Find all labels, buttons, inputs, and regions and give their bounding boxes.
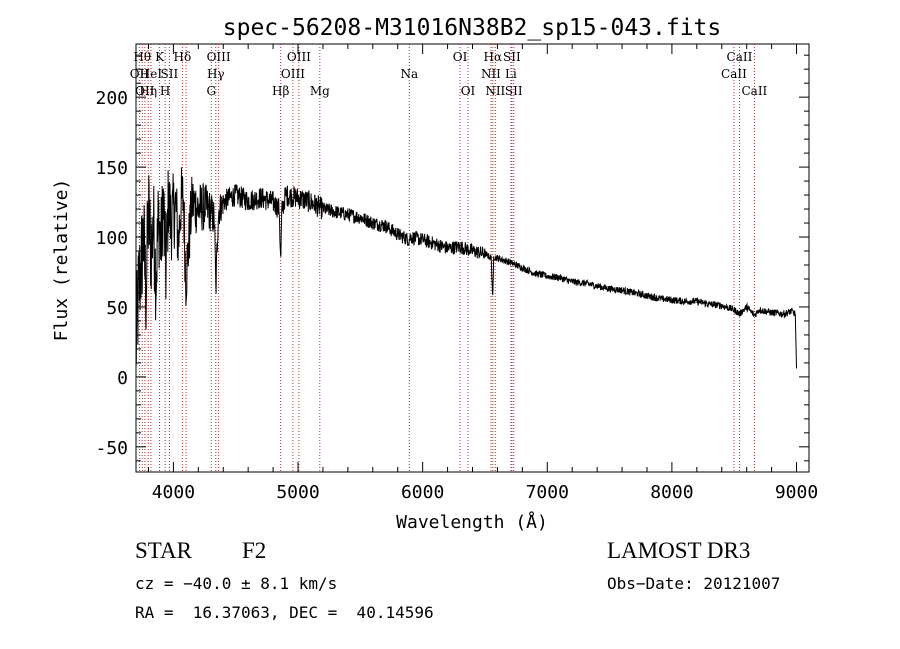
y-axis-label: Flux (relative) [51, 179, 72, 342]
line-label: OIII [281, 67, 305, 81]
line-label: Hθ [133, 50, 151, 64]
object-subclass: F2 [242, 538, 267, 563]
observation-date: Obs−Date: 20121007 [607, 574, 781, 593]
line-label: Hγ [207, 67, 225, 81]
x-tick-label: 6000 [401, 482, 444, 503]
line-label: G [206, 84, 216, 98]
x-tick-label: 9000 [775, 482, 818, 503]
line-label: Li [505, 67, 517, 81]
line-label: OII [135, 84, 155, 98]
line-label: Hη [139, 84, 157, 98]
line-label: Mg [310, 84, 330, 98]
line-label: Hα [484, 50, 503, 64]
line-label: K [155, 50, 165, 64]
object-class: STAR [135, 538, 192, 563]
y-tick-label: 0 [117, 368, 128, 389]
y-axis-ticks: -50 0 50 100 150 200 [95, 54, 809, 462]
x-tick-label: 4000 [152, 482, 195, 503]
line-label: OIII [287, 50, 311, 64]
survey-name: LAMOST DR3 [607, 538, 751, 563]
line-label: SII [505, 84, 523, 98]
line-label: SII [503, 50, 521, 64]
line-label: OI [461, 84, 476, 98]
y-tick-label: 50 [106, 298, 128, 319]
line-label: HeI [140, 67, 163, 81]
y-tick-label: -50 [95, 438, 128, 459]
x-tick-label: 8000 [650, 482, 693, 503]
line-label: OI [453, 50, 468, 64]
line-label: CaII [721, 67, 747, 81]
line-label: CaII [727, 50, 753, 64]
redshift-cz: cz = −40.0 ± 8.1 km/s [135, 574, 338, 593]
y-tick-label: 100 [95, 228, 128, 249]
line-label: Hβ [272, 84, 289, 98]
emission-line-markers [138, 44, 755, 472]
line-label: Na [400, 67, 418, 81]
line-label: CaII [741, 84, 767, 98]
y-tick-label: 200 [95, 88, 128, 109]
x-tick-label: 5000 [276, 482, 319, 503]
spectrum-line [135, 167, 797, 369]
plot-frame [135, 43, 810, 473]
x-axis-label: Wavelength (Å) [396, 511, 548, 533]
line-label: Hδ [174, 50, 192, 64]
line-label: NII [485, 84, 505, 98]
x-tick-label: 7000 [526, 482, 569, 503]
x-axis-ticks: 4000 5000 6000 7000 8000 9000 [147, 44, 818, 503]
line-label: NII [481, 67, 501, 81]
emission-line-labels: OIIHθOIIHηHeIKHSIIHδGHγOIIIHβOIIIOIIIMgN… [130, 50, 768, 98]
line-label: H [160, 84, 170, 98]
line-label: SII [161, 67, 179, 81]
line-label: OIII [207, 50, 231, 64]
chart-title: spec-56208-M31016N38B2_sp15-043.fits [223, 15, 722, 41]
y-tick-label: 150 [95, 158, 128, 179]
sky-coordinates: RA = 16.37063, DEC = 40.14596 [135, 603, 434, 622]
line-label: OII [130, 67, 150, 81]
